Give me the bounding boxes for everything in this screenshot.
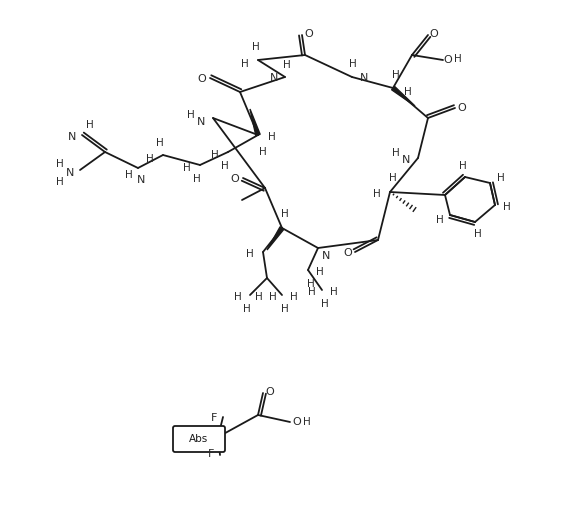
Text: H: H [234,292,242,302]
Text: H: H [56,177,64,187]
Text: H: H [241,59,249,69]
Text: H: H [330,287,338,297]
Text: H: H [303,417,311,427]
Text: H: H [269,292,277,302]
Text: F: F [208,449,214,459]
Text: H: H [404,87,412,97]
Text: N: N [197,117,205,127]
Text: H: H [392,148,400,158]
Text: H: H [146,154,154,164]
Text: N: N [360,73,368,83]
Text: H: H [308,287,316,297]
Text: N: N [66,168,74,178]
Text: H: H [503,202,511,212]
Text: O: O [458,103,466,113]
Text: O: O [293,417,301,427]
Text: H: H [243,304,251,314]
Text: H: H [221,161,229,171]
Text: H: H [187,110,195,120]
Text: H: H [474,229,482,239]
Text: H: H [392,70,400,80]
Text: H: H [211,150,219,160]
Text: H: H [56,159,64,169]
Text: N: N [270,73,278,83]
Text: H: H [255,292,263,302]
Polygon shape [392,86,415,106]
Polygon shape [267,227,284,250]
Text: H: H [459,161,467,171]
Text: H: H [497,173,505,183]
Text: H: H [193,174,201,184]
Text: H: H [373,189,381,199]
Text: H: H [389,173,397,183]
Polygon shape [250,109,260,135]
Text: H: H [316,267,324,277]
Text: N: N [137,175,145,185]
FancyBboxPatch shape [173,426,225,452]
Text: F: F [211,413,217,423]
Text: N: N [322,251,330,261]
Text: H: H [246,249,254,259]
Text: H: H [349,59,357,69]
Text: O: O [343,248,352,258]
Text: H: H [281,304,289,314]
Text: H: H [183,163,191,173]
Text: H: H [281,209,289,219]
Text: H: H [321,299,329,309]
Text: N: N [402,155,410,165]
Text: H: H [290,292,298,302]
Text: O: O [305,29,314,39]
Text: H: H [283,60,291,70]
Text: H: H [259,147,267,157]
Text: H: H [252,42,260,52]
Text: H: H [436,215,444,225]
Text: H: H [307,279,315,289]
Text: O: O [231,174,239,184]
Text: O: O [430,29,439,39]
Text: O: O [266,387,274,397]
Text: H: H [268,132,276,142]
Text: H: H [454,54,462,64]
Text: H: H [125,170,133,180]
Text: Abs: Abs [189,434,209,444]
Text: O: O [198,74,207,84]
Text: O: O [444,55,453,65]
Text: H: H [156,138,164,148]
Text: H: H [86,120,94,130]
Text: N: N [68,132,76,142]
